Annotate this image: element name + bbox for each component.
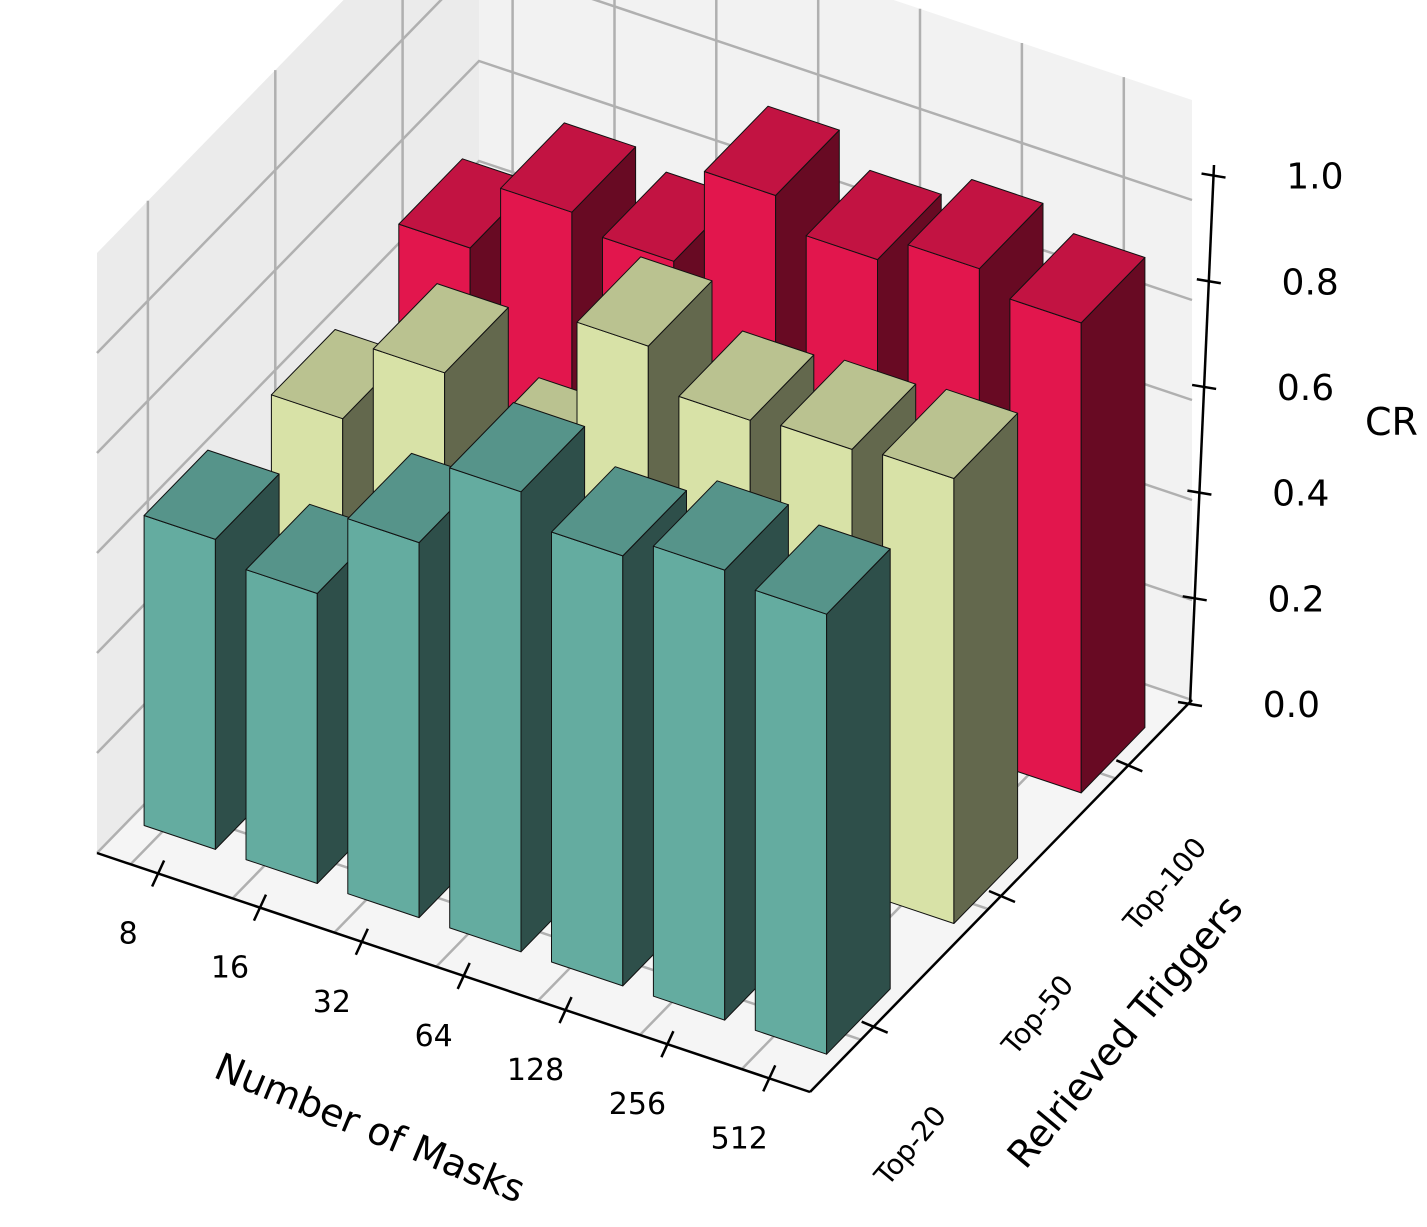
x-tick-label-8: 8 [119, 916, 138, 951]
bar-side-face [1080, 257, 1146, 794]
z-tick-label-1.0: 1.0 [1286, 157, 1343, 198]
z-axis-title: CR [1365, 400, 1418, 444]
y-tick-label-Top-20: Top-20 [867, 1099, 953, 1192]
z-axis-line [1188, 164, 1216, 705]
bar-front-face [551, 531, 624, 987]
z-tick-0.8 [1196, 278, 1222, 285]
y-tick-Top-50 [988, 889, 1016, 904]
bar-top-face [754, 524, 891, 615]
bar-top-face [143, 449, 280, 540]
bar-top-face [907, 179, 1044, 270]
y-tick-Top-100 [1115, 759, 1143, 773]
z-tick-0.0 [1177, 700, 1203, 708]
bar-top-face [449, 402, 586, 493]
bar-top-face [882, 388, 1019, 479]
bar-top-face [652, 480, 789, 571]
z-tick-label-0.6: 0.6 [1277, 368, 1334, 409]
bar-side-face [826, 548, 891, 1055]
bar-top-face [551, 466, 687, 557]
x-axis-line [96, 851, 811, 1094]
bar-top-face [805, 169, 942, 261]
x-tick-label-128: 128 [507, 1053, 564, 1088]
z-tick-1.0 [1201, 172, 1226, 179]
y-tick-label-Top-50: Top-50 [995, 969, 1081, 1062]
z-tick-0.2 [1182, 595, 1207, 602]
x-tick-128 [558, 996, 573, 1024]
z-tick-label-0.2: 0.2 [1267, 579, 1324, 620]
bar-top-face [780, 359, 917, 450]
bar-top-20-512 [754, 524, 891, 1055]
bar-side-face [953, 412, 1019, 924]
z-tick-label-0.0: 0.0 [1263, 685, 1320, 726]
x-axis-title: Number of Masks [209, 1044, 532, 1211]
bar-front-face [1009, 298, 1082, 794]
bar-front-face [449, 467, 522, 953]
bar-top-100-512 [1009, 233, 1146, 794]
x-tick-32 [354, 928, 369, 956]
bar-top-face [372, 283, 509, 374]
bar-front-face [347, 518, 420, 919]
bar-front-face [882, 454, 955, 924]
bar-front-face [143, 515, 216, 850]
x-tick-label-64: 64 [415, 1019, 453, 1054]
bar-top-face [678, 330, 815, 421]
x-tick-16 [252, 894, 268, 922]
z-tick-label-0.8: 0.8 [1282, 262, 1339, 303]
x-tick-label-512: 512 [711, 1121, 768, 1156]
bars [143, 105, 1146, 1055]
x-tick-64 [456, 962, 471, 990]
x-tick-label-32: 32 [313, 985, 351, 1020]
bar-top-face [500, 122, 637, 213]
x-tick-256 [660, 1030, 675, 1058]
x-tick-512 [762, 1064, 777, 1092]
y-tick-Top-20 [861, 1020, 889, 1034]
bar-top-face [703, 105, 840, 196]
x-tick-label-256: 256 [609, 1087, 666, 1122]
grid-line-z-5 [96, 0, 1193, 354]
x-tick-8 [150, 859, 166, 888]
bar-front-face [245, 569, 318, 884]
z-tick-label-0.4: 0.4 [1272, 474, 1329, 515]
bar-top-50-512 [882, 388, 1019, 924]
z-tick-0.4 [1187, 489, 1212, 496]
bar-top-face [576, 256, 713, 347]
bar-front-face [754, 589, 828, 1055]
bar-top-face [1009, 233, 1146, 324]
z-tick-0.6 [1191, 383, 1217, 391]
bar-front-face [652, 545, 726, 1021]
x-tick-label-16: 16 [211, 951, 249, 986]
